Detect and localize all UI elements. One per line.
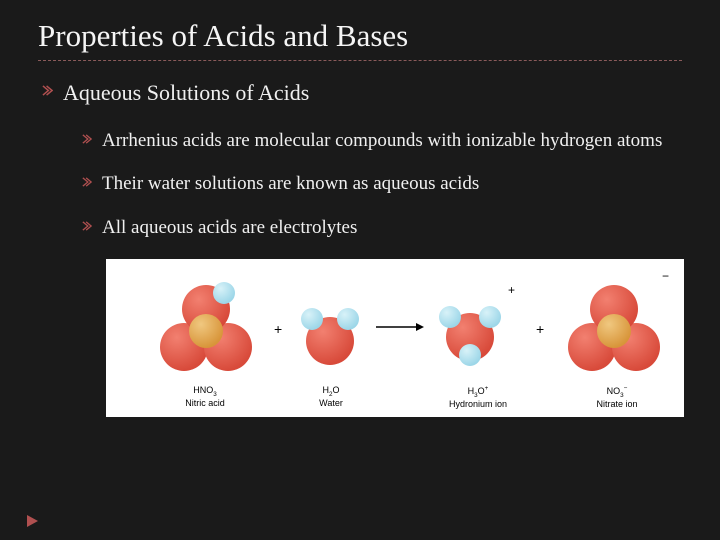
plus-operator: + <box>274 321 282 337</box>
title-rule <box>38 60 682 61</box>
molecule-hno3 <box>150 273 256 380</box>
charge-label: − <box>662 269 669 283</box>
bullet-text: All aqueous acids are electrolytes <box>102 215 357 241</box>
reaction-arrow-icon <box>376 321 424 333</box>
bullet-level1: Aqueous Solutions of Acids <box>42 79 682 108</box>
molecule-label: NO3−Nitrate ion <box>582 385 652 411</box>
molecule-h3o <box>436 291 505 375</box>
bullet-icon <box>82 177 92 187</box>
reaction-diagram: HNO3Nitric acid H2OWater + H3O+Hydronium io… <box>106 259 684 417</box>
footer-arrow-icon <box>26 514 42 528</box>
molecule-label: H3O+Hydronium ion <box>438 385 518 411</box>
bullet-level2: Their water solutions are known as aqueo… <box>82 171 682 197</box>
bullet-text: Aqueous Solutions of Acids <box>63 79 309 108</box>
page-title: Properties of Acids and Bases <box>38 18 682 54</box>
bullet-icon <box>82 134 92 144</box>
plus-operator: + <box>536 321 544 337</box>
bullet-text: Arrhenius acids are molecular compounds … <box>102 128 662 154</box>
molecule-label: H2OWater <box>306 385 356 410</box>
molecule-label: HNO3Nitric acid <box>170 385 240 410</box>
bullet-icon <box>82 221 92 231</box>
charge-label: + <box>508 283 515 297</box>
bullet-text: Their water solutions are known as aqueo… <box>102 171 479 197</box>
molecule-no3 <box>558 273 664 380</box>
bullet-level2: Arrhenius acids are molecular compounds … <box>82 128 682 154</box>
bullet-level2: All aqueous acids are electrolytes <box>82 215 682 241</box>
molecule-h2o_left <box>298 297 363 374</box>
bullet-icon <box>42 85 53 96</box>
